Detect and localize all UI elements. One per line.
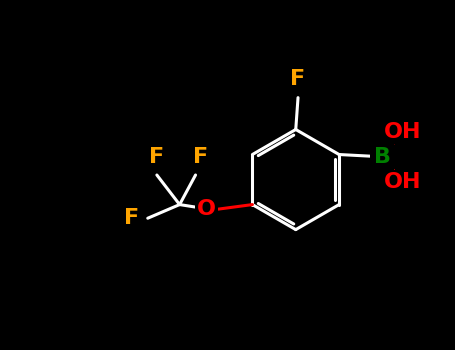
Text: F: F	[192, 147, 207, 167]
Text: F: F	[149, 147, 164, 167]
Text: O: O	[197, 199, 216, 219]
Text: F: F	[290, 69, 306, 90]
Text: F: F	[123, 208, 139, 228]
Text: OH: OH	[384, 122, 421, 142]
Text: OH: OH	[384, 172, 421, 192]
Text: B: B	[374, 147, 391, 167]
